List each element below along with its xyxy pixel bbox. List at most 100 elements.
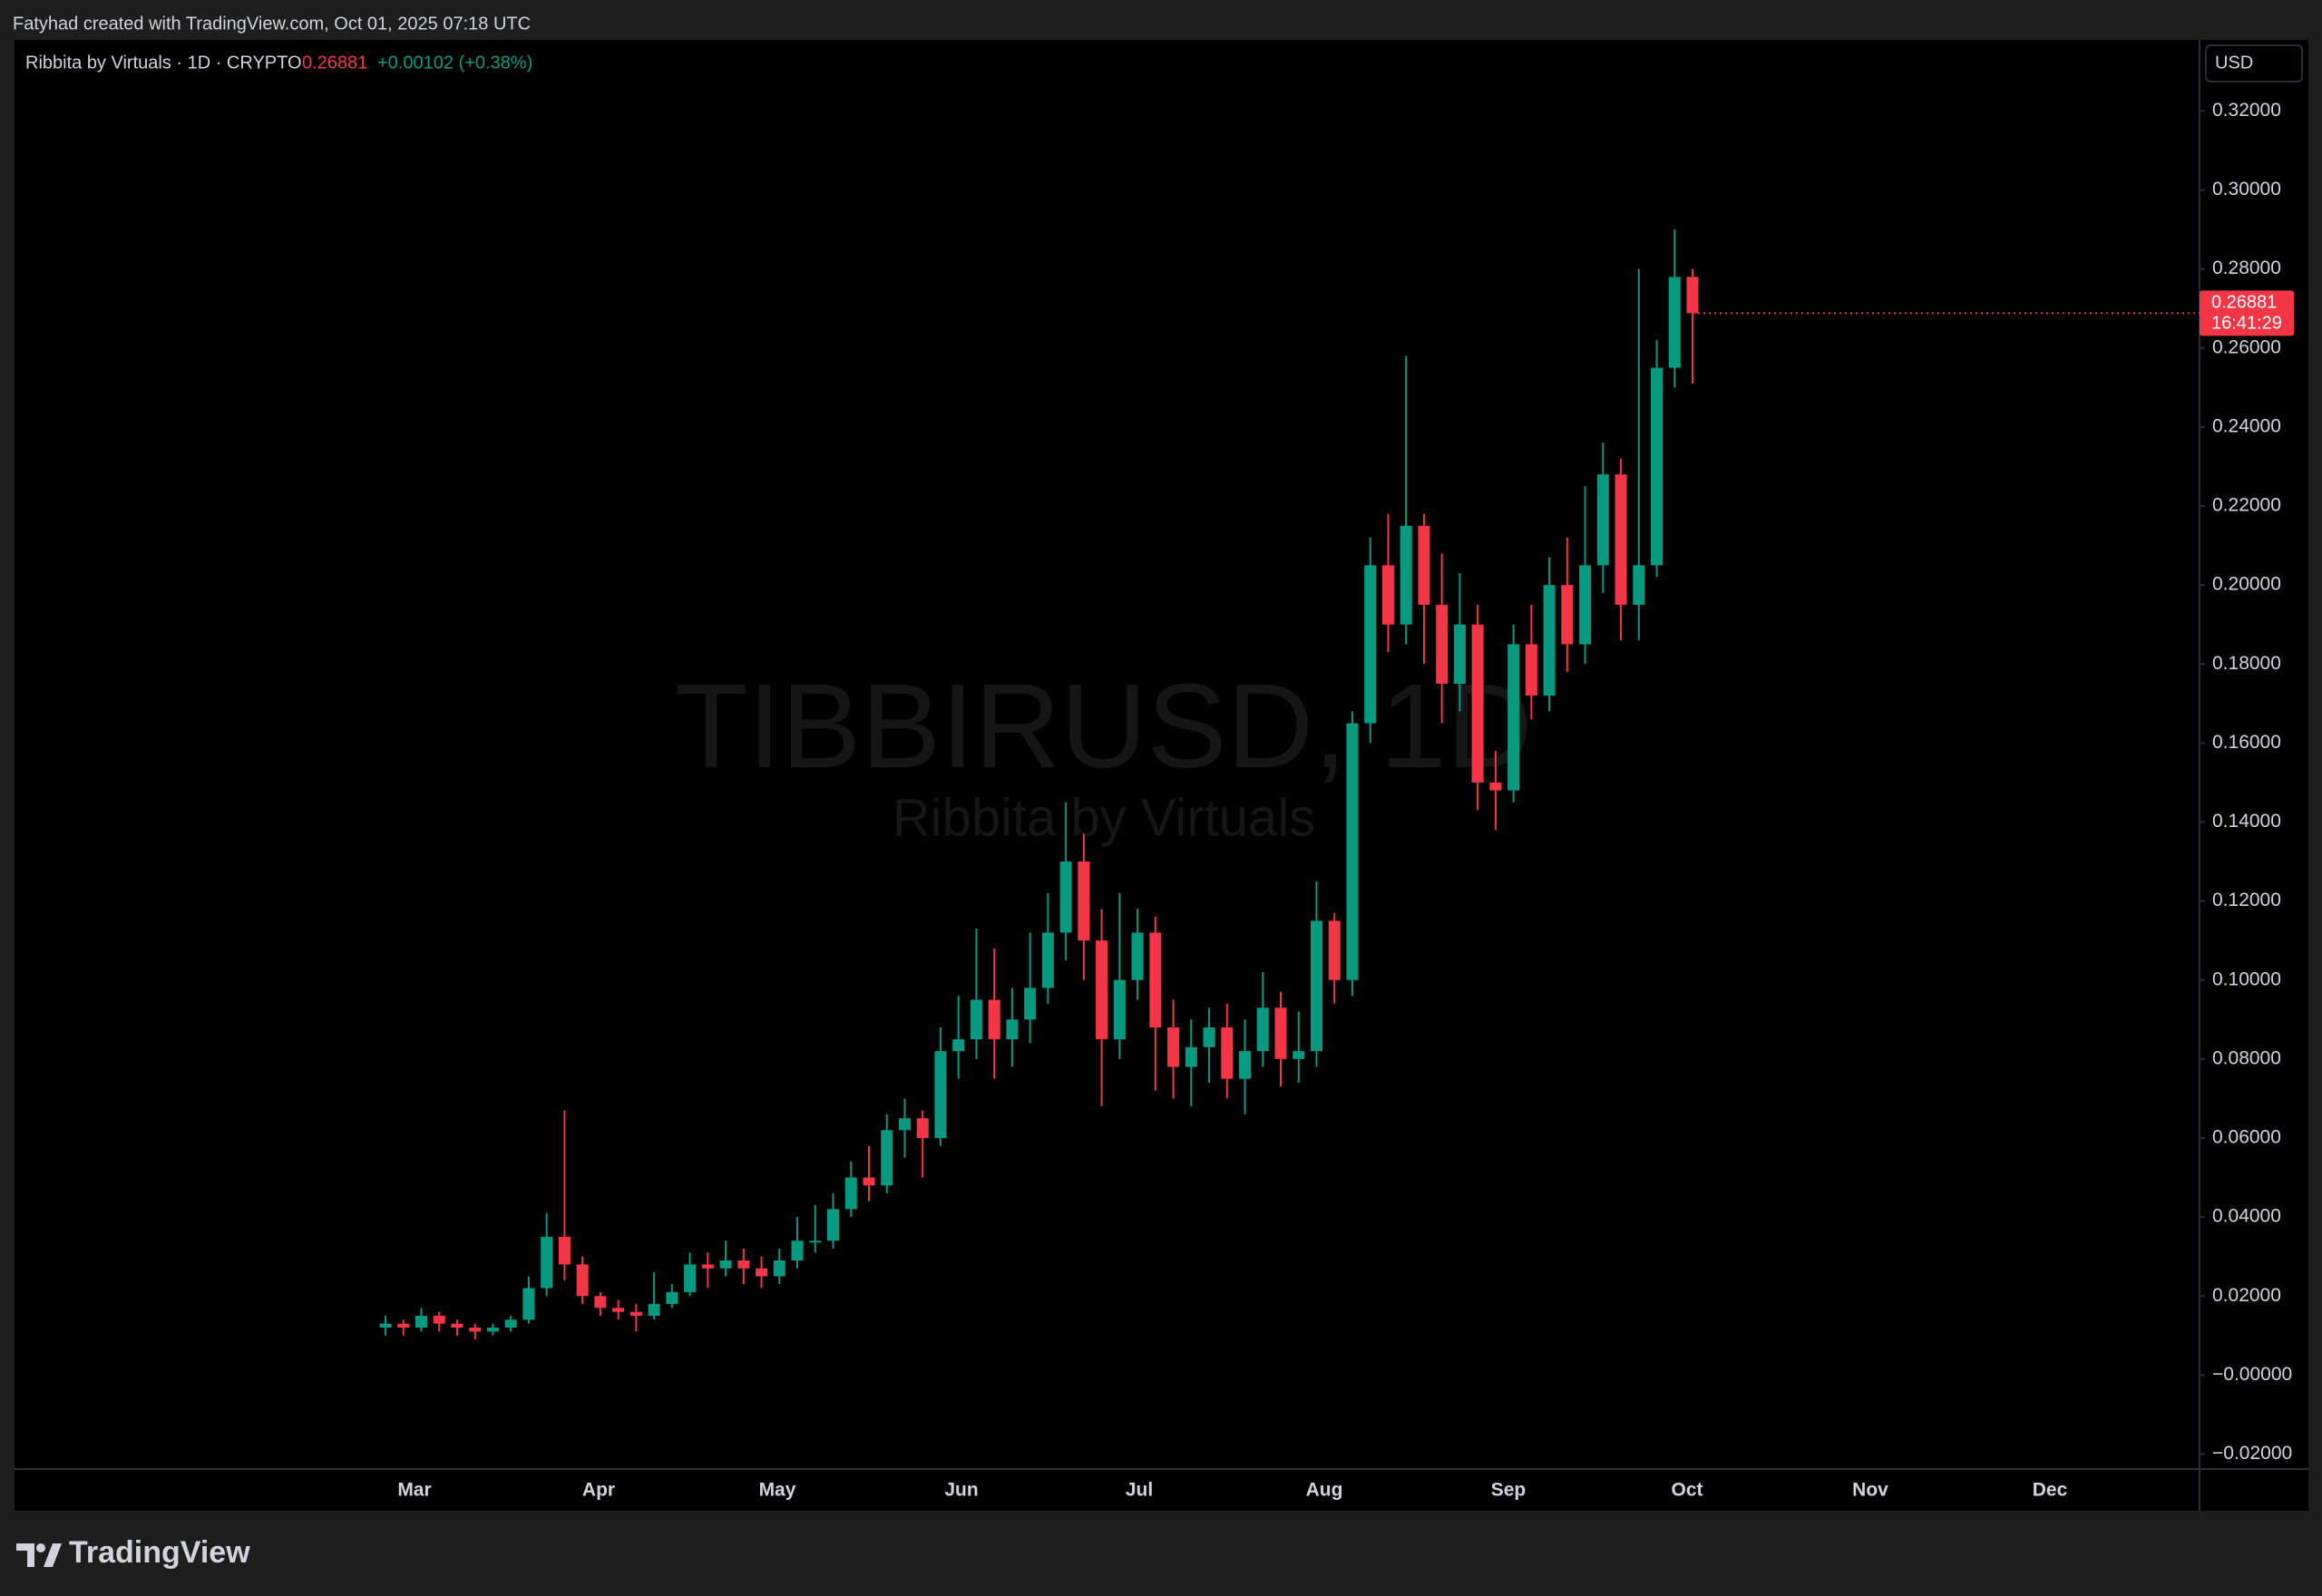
candle-body	[379, 1323, 392, 1328]
candle-body	[1041, 932, 1054, 988]
candle-body	[504, 1319, 517, 1328]
y-tick-label: 0.22000	[2212, 495, 2281, 516]
y-tick-label: −0.02000	[2212, 1443, 2292, 1464]
legend-title: Ribbita by Virtuals · 1D · CRYPTO	[25, 53, 302, 73]
candle-body	[1221, 1027, 1234, 1079]
candle-body	[1436, 604, 1449, 685]
y-tick-label: 0.20000	[2212, 574, 2281, 595]
candle-body	[1525, 644, 1537, 696]
candle-body	[522, 1288, 535, 1320]
x-tick-label: Dec	[2033, 1480, 2068, 1501]
last-price-label: 0.26881	[2211, 293, 2277, 313]
candle-body	[988, 999, 1000, 1040]
candle-body	[1131, 932, 1144, 980]
candle-body	[934, 1051, 947, 1138]
candle-body	[1024, 988, 1037, 1020]
candle-body	[648, 1303, 660, 1316]
candle-body	[1543, 585, 1556, 696]
candle-body	[809, 1241, 822, 1243]
y-tick-label: 0.26000	[2212, 336, 2281, 357]
y-tick-label: 0.30000	[2212, 179, 2281, 200]
candle-body	[1507, 644, 1520, 791]
countdown: 16:41:29	[2211, 314, 2282, 334]
candle-body	[1633, 565, 1645, 605]
brand: TradingView	[69, 1535, 250, 1570]
candle-body	[576, 1264, 589, 1297]
candle-body	[1006, 1019, 1019, 1040]
currency[interactable]: USD	[2215, 53, 2253, 73]
candle-body	[469, 1328, 482, 1332]
candle-body	[863, 1177, 875, 1186]
candle-body	[1239, 1051, 1252, 1079]
candle-body	[1167, 1027, 1180, 1067]
candle-body	[773, 1260, 785, 1277]
candle-body	[1059, 861, 1072, 933]
candle-body	[1078, 861, 1090, 941]
candle-body	[737, 1260, 750, 1269]
candle-body	[684, 1264, 697, 1292]
legend-change: +0.00102 (+0.38%)	[377, 53, 532, 73]
y-tick-label: 0.04000	[2212, 1206, 2281, 1227]
y-tick-label: 0.14000	[2212, 811, 2281, 832]
candle-body	[1381, 565, 1394, 625]
watermark-subtitle: Ribbita by Virtuals	[893, 788, 1315, 847]
candle-body	[1346, 723, 1359, 980]
candle-body	[541, 1236, 553, 1289]
chart-pane	[15, 40, 2308, 1511]
x-tick-label: Aug	[1306, 1480, 1343, 1501]
candle-body	[916, 1118, 929, 1138]
candle-body	[1561, 585, 1574, 645]
x-tick-label: Mar	[397, 1480, 431, 1501]
candle-body	[952, 1039, 965, 1052]
candle-body	[1274, 1007, 1287, 1059]
y-tick-label: 0.10000	[2212, 968, 2281, 989]
legend-last: 0.26881	[302, 53, 367, 73]
candle-body	[1328, 920, 1341, 980]
x-tick-label: Jun	[944, 1480, 978, 1501]
candle-body	[558, 1236, 571, 1265]
y-tick-label: 0.16000	[2212, 732, 2281, 753]
candle-body	[1149, 932, 1162, 1027]
candle-body	[1418, 525, 1430, 605]
candle-body	[594, 1296, 607, 1309]
y-tick-label: 0.32000	[2212, 100, 2281, 121]
candle-body	[1096, 940, 1108, 1040]
candle-body	[1579, 565, 1592, 645]
candle-body	[791, 1241, 804, 1261]
x-tick-label: Jul	[1126, 1480, 1153, 1501]
candle-body	[1400, 525, 1412, 625]
candle-body	[451, 1323, 463, 1328]
candle-body	[844, 1177, 857, 1210]
candle-body	[970, 999, 982, 1040]
y-tick-label: −0.00000	[2212, 1364, 2292, 1385]
y-tick-label: 0.24000	[2212, 415, 2281, 436]
candle-body	[1364, 565, 1377, 724]
brand-logo	[16, 1543, 62, 1567]
candle-body	[666, 1291, 678, 1304]
candle-body	[1203, 1027, 1215, 1047]
y-tick-label: 0.28000	[2212, 258, 2281, 278]
x-tick-label: Nov	[1852, 1480, 1888, 1501]
y-tick-label: 0.06000	[2212, 1127, 2281, 1148]
last-price-tag	[2200, 290, 2294, 336]
candle-body	[433, 1315, 445, 1324]
candle-body	[629, 1311, 642, 1316]
currency-button[interactable]	[2205, 44, 2303, 83]
x-tick-label: Oct	[1671, 1480, 1702, 1501]
candle-body	[1596, 474, 1609, 566]
candle-body	[1293, 1051, 1305, 1059]
x-tick-label: Sep	[1491, 1480, 1527, 1501]
y-tick-label: 0.02000	[2212, 1285, 2281, 1306]
candle-body	[827, 1209, 839, 1241]
plot	[379, 229, 1699, 1340]
candle-body	[1651, 367, 1663, 566]
candle-body	[1453, 624, 1466, 685]
candle-body	[397, 1323, 410, 1328]
candle-body	[1310, 920, 1322, 1052]
attribution: Fatyhad created with TradingView.com, Oc…	[13, 14, 531, 34]
candle-body	[701, 1264, 714, 1269]
candle-body	[881, 1130, 893, 1186]
candle-body	[1489, 782, 1502, 791]
candle-body	[898, 1118, 911, 1131]
